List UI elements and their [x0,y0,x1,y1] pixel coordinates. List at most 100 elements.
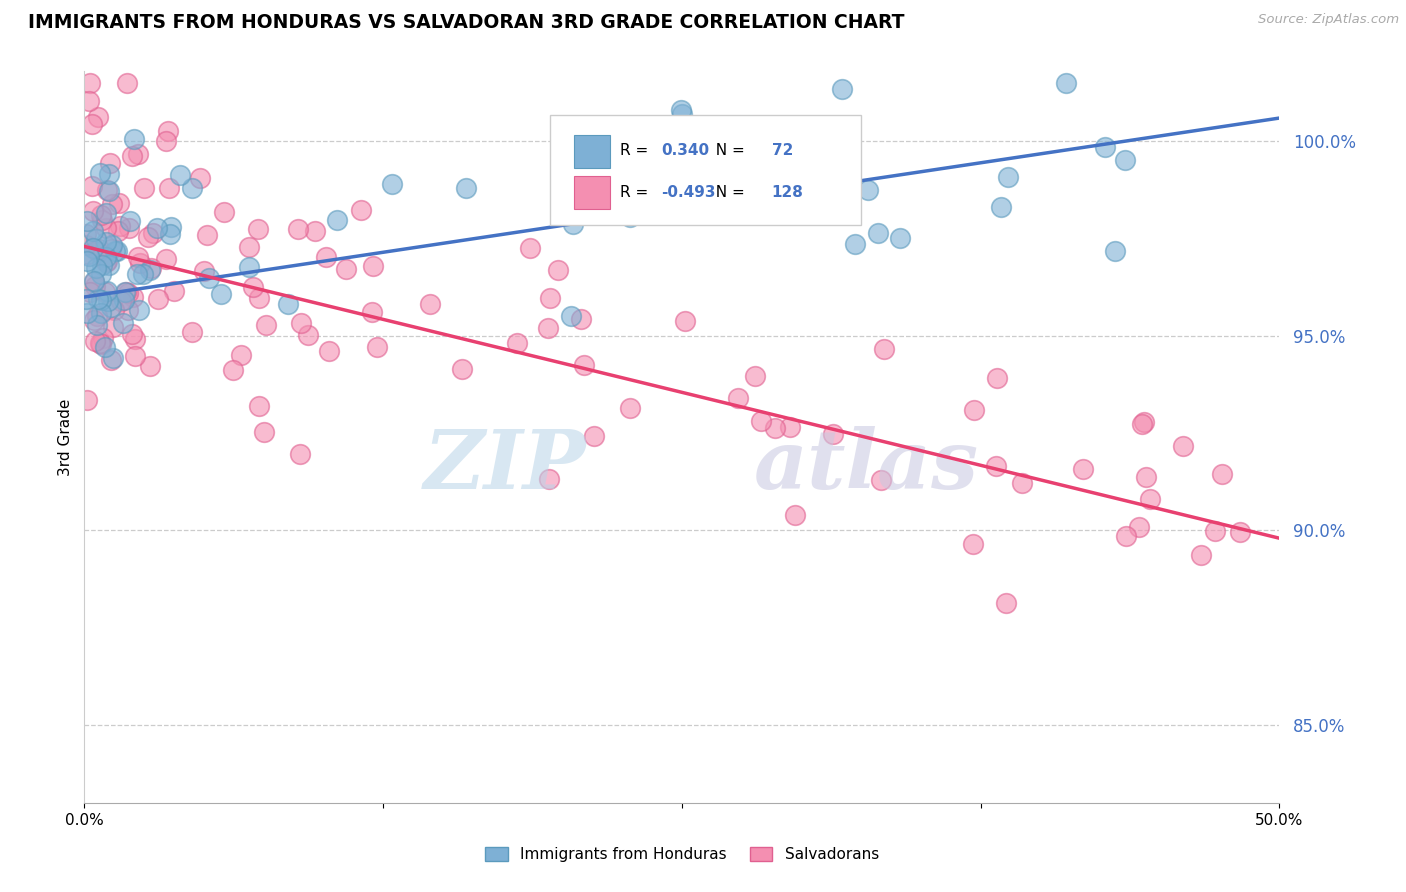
Point [90,267,112,281]
Point [288,447,311,461]
Point [519,241,541,255]
Point [94,206,117,220]
Point [121,289,143,303]
Point [79,249,101,263]
Point [146,221,169,235]
Point [195,227,218,242]
Point [212,204,235,219]
Point [83,276,105,290]
Point [169,169,191,183]
Point [363,260,385,274]
Point [90,306,112,320]
Point [582,429,605,443]
Point [673,314,696,328]
Point [560,310,582,324]
Point [127,147,149,161]
Point [101,320,124,334]
Point [100,300,122,314]
Point [155,134,177,148]
Point [128,302,150,317]
Point [91,213,114,227]
Point [889,231,911,245]
Point [619,210,641,224]
Point [122,132,145,146]
Point [962,536,984,550]
Point [84,261,107,276]
Point [83,274,105,288]
Point [1115,529,1137,543]
Point [101,197,124,211]
Point [547,263,569,277]
Point [79,76,101,90]
Point [569,312,592,326]
Point [84,334,107,348]
Point [779,420,801,434]
Point [193,264,215,278]
Point [80,117,103,131]
Point [124,349,146,363]
Point [86,310,108,324]
Point [247,291,270,305]
Point [763,421,786,435]
Text: 128: 128 [772,185,803,200]
Text: N =: N = [706,143,749,158]
Point [112,293,135,307]
Point [572,185,595,199]
Point [101,351,124,365]
Point [84,232,107,246]
Point [1094,140,1116,154]
Point [114,285,136,299]
Point [87,292,110,306]
Point [188,170,211,185]
Point [91,331,114,345]
Point [870,473,893,487]
Point [450,362,472,376]
Point [77,94,100,108]
Point [82,241,104,255]
Point [132,181,155,195]
Point [82,224,104,238]
Point [97,294,120,309]
Point [120,213,142,227]
Point [181,326,204,340]
Point [96,183,118,197]
Point [124,332,146,346]
Point [246,222,269,236]
Point [1128,520,1150,534]
Point [537,472,560,486]
Bar [575,176,610,209]
Point [1171,439,1194,453]
Point [90,208,112,222]
Point [75,227,97,241]
Point [872,342,894,356]
Point [304,224,326,238]
Point [326,212,349,227]
Point [157,181,180,195]
Point [997,169,1019,184]
Point [94,235,117,249]
Point [98,258,121,272]
Point [107,225,129,239]
Point [1139,491,1161,506]
Point [138,359,160,374]
Point [125,267,148,281]
Point [256,318,278,333]
Text: R =: R = [620,185,652,200]
Point [831,82,853,96]
Point [569,161,592,176]
Point [782,193,804,207]
Point [537,321,560,335]
Point [87,242,110,256]
Point [238,240,260,254]
Point [117,76,139,90]
Point [669,103,692,118]
Point [419,296,441,310]
Bar [575,135,610,168]
Point [127,250,149,264]
Point [740,175,762,189]
Text: atlas: atlas [754,426,979,507]
Point [115,285,138,299]
Point [366,340,388,354]
Point [744,368,766,383]
Point [128,256,150,270]
